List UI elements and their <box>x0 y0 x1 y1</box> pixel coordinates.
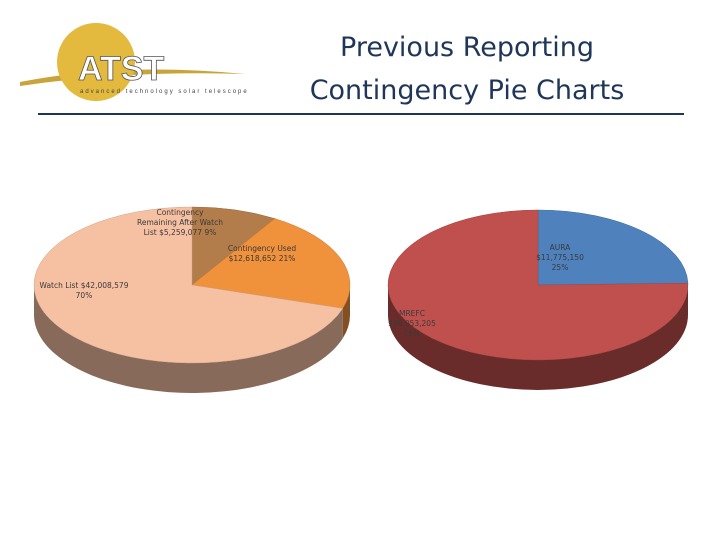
pie-side <box>388 285 688 390</box>
slice-label: MREFC $36,053,205 75% <box>384 309 440 339</box>
slice-value-label: $12,618,652 <box>228 254 277 263</box>
logo-text: ATST <box>78 50 164 88</box>
slice-category: MREFC <box>399 309 425 318</box>
slice-category: Contingency Used <box>227 244 297 253</box>
logo-subtitle: advanced technology solar telescope <box>80 89 249 95</box>
slice-category: AURA <box>549 243 571 252</box>
slice-percent: 25% <box>551 263 569 272</box>
slice-value-label: $36,053,205 <box>388 319 436 328</box>
slice-percent: 75% <box>403 329 421 338</box>
logo: ATST advanced technology solar telescope <box>20 23 249 101</box>
slice-label: Watch List $42,008,579 70% <box>36 281 132 301</box>
title-line: Previous Reporting <box>340 32 594 63</box>
pie-side <box>34 285 343 393</box>
logo-sun <box>57 23 135 101</box>
title: Previous Reporting Contingency Pie Charts <box>280 26 654 112</box>
slice-value-label: $5,259,077 <box>159 228 203 237</box>
slice-percent: 21% <box>278 254 296 263</box>
pie-side <box>342 285 350 339</box>
slice-percent: 9% <box>204 228 217 237</box>
pie-slice <box>537 209 689 286</box>
slice-label: Contingency Used $12,618,652 21% <box>222 244 302 264</box>
slice-label: Contingency Remaining After Watch List $… <box>137 208 223 238</box>
pie-slice <box>191 218 351 309</box>
slice-value-label: $11,775,150 <box>536 253 584 262</box>
pie-slice <box>387 209 689 361</box>
pie-slice <box>191 206 276 286</box>
slice-percent: 70% <box>75 291 93 300</box>
title-line: Contingency Pie Charts <box>309 75 625 106</box>
slice-category: Contingency Remaining After Watch List <box>137 208 223 237</box>
slice-label: AURA $11,775,150 25% <box>530 243 590 273</box>
pie-slice <box>33 206 344 364</box>
slice-category: Watch List <box>39 281 79 290</box>
slice-value-label: $42,008,579 <box>80 281 129 290</box>
